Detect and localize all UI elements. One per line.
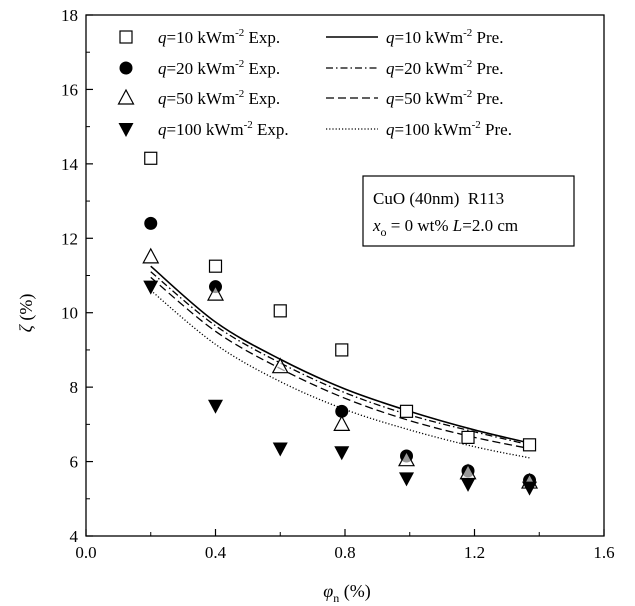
data-point-filled-circle xyxy=(144,216,158,230)
y-tick-label: 18 xyxy=(61,6,78,25)
legend-label-exp: q=100 kWm-2 Exp. xyxy=(158,119,289,139)
y-tick-label: 12 xyxy=(61,229,78,248)
data-point-open-triangle-up xyxy=(142,247,160,264)
y-tick-label: 16 xyxy=(61,80,78,99)
x-tick-label: 1.6 xyxy=(593,543,614,562)
prediction-line xyxy=(150,289,530,459)
experimental-markers xyxy=(142,151,539,496)
data-point-open-square xyxy=(273,304,287,318)
legend-label-exp: q=20 kWm-2 Exp. xyxy=(158,58,280,78)
x-axis-title: φn (%) xyxy=(323,581,370,605)
data-point-open-triangle-up xyxy=(206,284,225,301)
legend-label-exp: q=50 kWm-2 Exp. xyxy=(158,88,280,108)
y-tick-label: 4 xyxy=(70,527,79,546)
legend-label-pre: q=10 kWm-2 Pre. xyxy=(386,27,503,47)
data-point-filled-circle xyxy=(335,404,349,418)
legend-marker-open-square xyxy=(119,30,133,44)
data-point-open-square xyxy=(335,343,349,357)
data-point-open-square xyxy=(144,151,158,165)
x-tick-label: 1.2 xyxy=(464,543,485,562)
y-axis-title: ζ (%) xyxy=(16,294,37,333)
y-tick-label: 8 xyxy=(70,378,79,397)
legend-marker-open-triangle-up xyxy=(117,88,135,105)
annotation-line2: xo = 0 wt% L=2.0 cm xyxy=(372,216,518,239)
x-tick-label: 0.0 xyxy=(75,543,96,562)
data-point-open-square xyxy=(522,438,537,452)
legend-label-pre: q=50 kWm-2 Pre. xyxy=(386,88,503,108)
annotation-border xyxy=(362,175,575,247)
legend-marker-filled-circle xyxy=(119,61,133,75)
data-point-open-square xyxy=(461,430,475,444)
data-point-open-square xyxy=(399,404,414,418)
legend-label-pre: q=100 kWm-2 Pre. xyxy=(386,119,512,139)
data-point-open-square xyxy=(208,259,223,273)
annotation-line1: CuO (40nm) R113 xyxy=(373,189,504,208)
legend-label-exp: q=10 kWm-2 Exp. xyxy=(158,27,280,47)
data-point-filled-triangle-down xyxy=(334,446,350,461)
prediction-line xyxy=(150,265,530,444)
x-tick-label: 0.4 xyxy=(205,543,227,562)
data-point-filled-triangle-down xyxy=(143,280,159,295)
data-point-filled-triangle-down xyxy=(272,442,288,457)
legend: q=10 kWm-2 Exp. q=10 kWm-2 Pre. q=20 kWm-2… xyxy=(117,27,512,139)
y-tick-label: 10 xyxy=(61,304,78,323)
data-point-open-triangle-up xyxy=(333,415,351,431)
legend-marker-filled-triangle-down xyxy=(118,123,134,137)
data-point-open-triangle-up xyxy=(271,357,289,374)
data-point-filled-triangle-down xyxy=(460,477,476,492)
x-tick-label: 0.8 xyxy=(334,543,355,562)
data-point-open-triangle-up xyxy=(398,450,416,467)
data-point-filled-triangle-down xyxy=(399,472,415,487)
y-tick-label: 6 xyxy=(70,453,79,472)
legend-label-pre: q=20 kWm-2 Pre. xyxy=(386,58,503,78)
data-point-filled-triangle-down xyxy=(522,481,538,496)
data-point-filled-triangle-down xyxy=(208,399,223,414)
axes: 0.0 0.4 0.8 1.2 1.6 4 6 8 10 12 14 16 18 xyxy=(61,6,615,562)
y-tick-label: 14 xyxy=(61,155,79,174)
annotation-box: CuO (40nm) R113 xo = 0 wt% L=2.0 cm xyxy=(362,175,575,247)
